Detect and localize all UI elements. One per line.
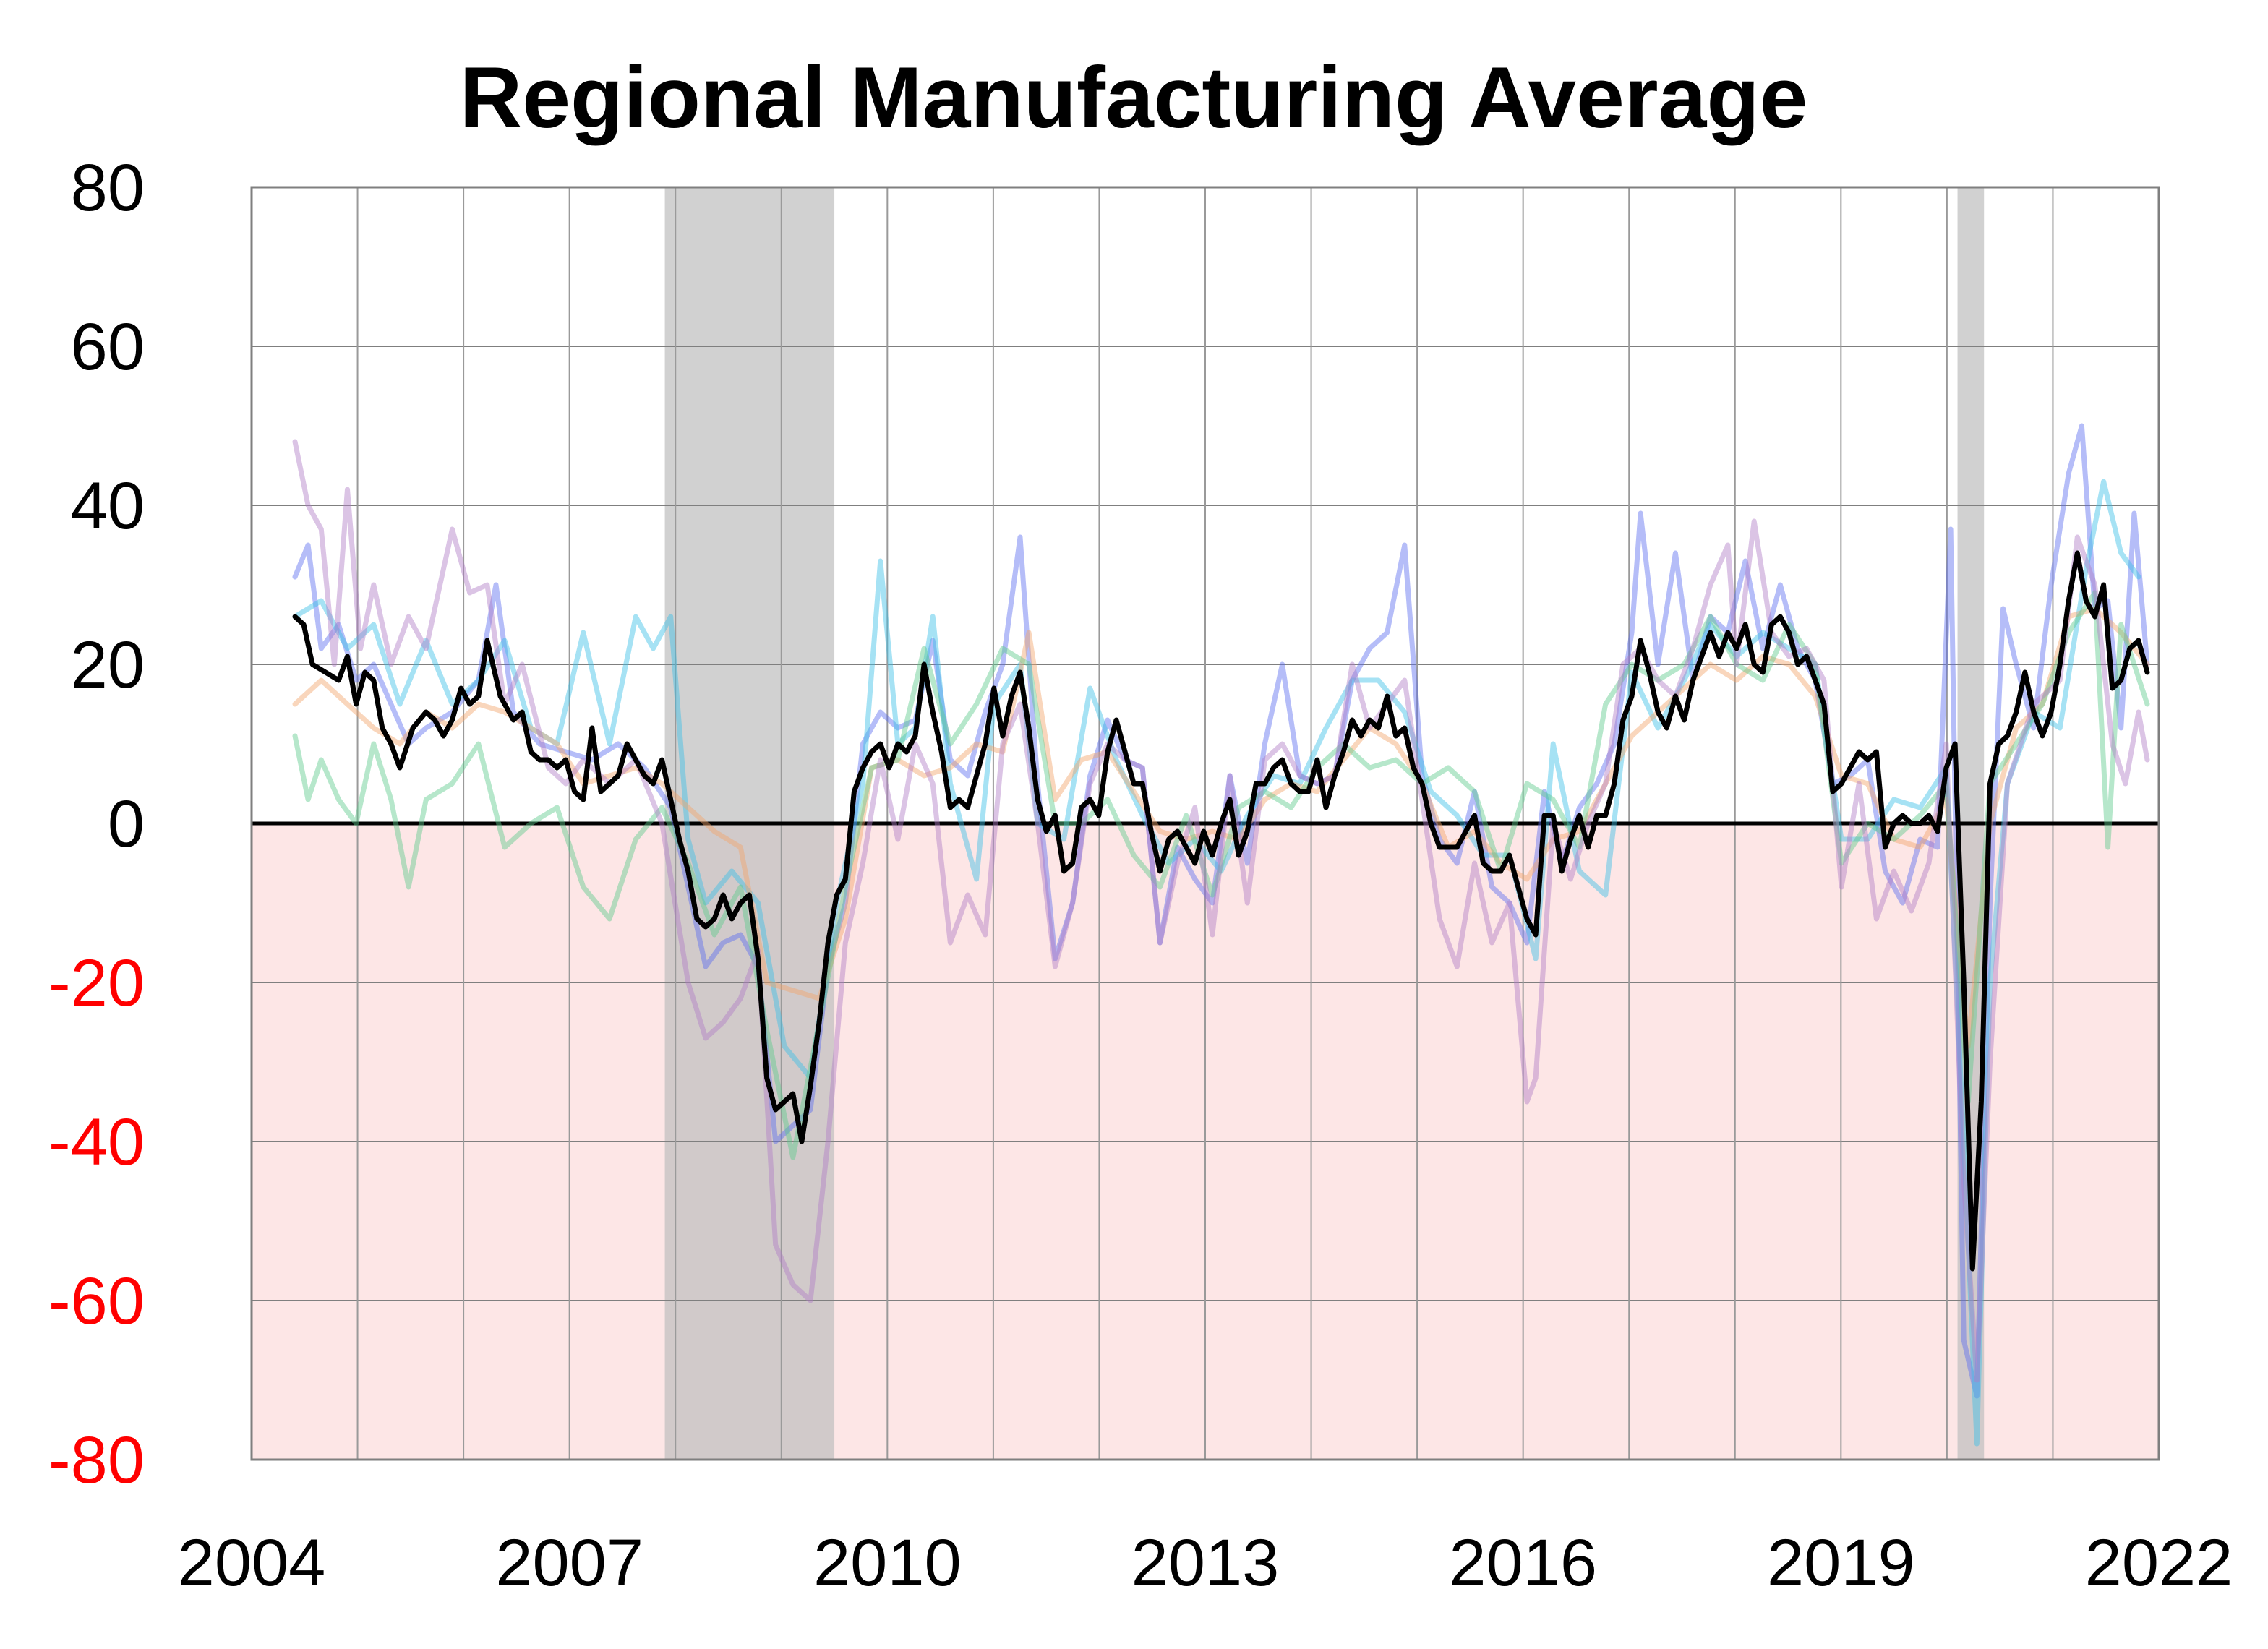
- y-tick-label: 60: [71, 310, 145, 384]
- series-lines: [292, 423, 2150, 1447]
- y-tick-label: 20: [71, 628, 145, 702]
- series-regional-average: [292, 550, 2150, 1272]
- series-cyan-district: [292, 479, 2141, 1447]
- y-axis-ticks: 80 60 40 20 0 -20 -40 -60 -80: [48, 151, 145, 1497]
- y-tick-label: 40: [71, 469, 145, 543]
- x-tick-label: 2013: [1131, 1526, 1280, 1600]
- x-tick-label: 2022: [2085, 1526, 2233, 1600]
- y-tick-label: 80: [71, 151, 145, 225]
- chart-title: Regional Manufacturing Average: [460, 49, 1808, 146]
- district-line: [292, 479, 2141, 1447]
- plot-area-border: [250, 186, 2160, 1461]
- x-tick-label: 2016: [1449, 1526, 1597, 1600]
- x-tick-label: 2019: [1767, 1526, 1915, 1600]
- x-tick-label: 2004: [178, 1526, 326, 1600]
- y-tick-label: -80: [48, 1423, 145, 1497]
- district-line: [292, 423, 2150, 1399]
- y-tick-label: -40: [48, 1105, 145, 1179]
- y-tick-label: -20: [48, 946, 145, 1020]
- x-axis-ticks: 2004 2007 2010 2013 2016 2019 2022: [178, 1526, 2233, 1600]
- y-tick-label: 0: [108, 787, 145, 861]
- average-line: [292, 550, 2150, 1272]
- y-tick-label: -60: [48, 1264, 145, 1338]
- series-blue-district: [292, 423, 2150, 1399]
- plot-border: [250, 186, 2160, 1461]
- x-tick-label: 2007: [495, 1526, 643, 1600]
- x-tick-label: 2010: [813, 1526, 962, 1600]
